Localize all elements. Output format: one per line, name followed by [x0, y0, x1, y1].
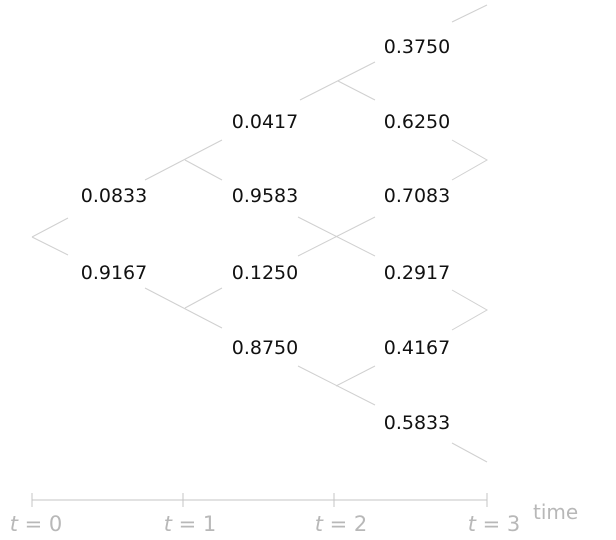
- node-t3-duu: 0.4167: [383, 337, 451, 359]
- tick-eq: =: [329, 512, 348, 536]
- node-t3-udd: 0.2917: [383, 262, 451, 284]
- tick-value: 3: [506, 512, 521, 536]
- tick-label-t2: t = 2: [296, 512, 386, 536]
- tick-label-t0: t = 0: [0, 512, 81, 536]
- node-t2-du: 0.1250: [231, 262, 299, 284]
- tick-var: t: [163, 512, 172, 536]
- edge: [451, 4, 488, 23]
- tick-value: 0: [48, 512, 63, 536]
- node-t1-up: 0.0833: [80, 185, 148, 207]
- tick-value: 2: [353, 512, 368, 536]
- node-t2-uu: 0.0417: [231, 111, 299, 133]
- tick-value: 1: [202, 512, 217, 536]
- node-t2-ud: 0.9583: [231, 185, 299, 207]
- edge: [184, 287, 223, 309]
- node-t3-uuu: 0.3750: [383, 36, 451, 58]
- node-t3-udu: 0.7083: [383, 185, 451, 207]
- tick-eq: =: [178, 512, 197, 536]
- tick-var: t: [314, 512, 323, 536]
- edge: [144, 139, 223, 181]
- edge: [335, 365, 376, 387]
- tick-var: t: [9, 512, 18, 536]
- node-t1-down: 0.9167: [80, 262, 148, 284]
- tick-label-t3: t = 3: [449, 512, 539, 536]
- edge: [144, 287, 223, 329]
- edge: [184, 159, 223, 181]
- tick-var: t: [467, 512, 476, 536]
- edge: [299, 61, 376, 101]
- edge: [31, 217, 69, 238]
- node-t3-dud: 0.5833: [383, 412, 451, 434]
- tick-label-t1: t = 1: [145, 512, 235, 536]
- node-t3-uud: 0.6250: [383, 111, 451, 133]
- tick-eq: =: [24, 512, 43, 536]
- edge: [451, 289, 489, 331]
- node-t2-dd: 0.8750: [231, 337, 299, 359]
- edge: [297, 216, 376, 257]
- edge: [337, 80, 376, 101]
- edge: [31, 236, 69, 256]
- edge: [451, 442, 488, 463]
- time-axis-label: time: [533, 500, 579, 524]
- tick-eq: =: [482, 512, 501, 536]
- edge: [451, 139, 489, 181]
